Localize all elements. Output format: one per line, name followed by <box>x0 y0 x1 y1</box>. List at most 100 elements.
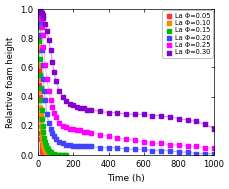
La Φ=0.25 <box>40 25 43 28</box>
La Φ=0.30 <box>85 108 89 111</box>
La Φ=0.30 <box>41 13 44 16</box>
La Φ=0.25 <box>167 143 171 146</box>
La Φ=0.15 <box>49 151 52 154</box>
La Φ=0.10 <box>41 142 45 145</box>
La Φ=0.30 <box>57 89 61 92</box>
La Φ=0.25 <box>49 98 52 101</box>
La Φ=0.20 <box>176 151 180 154</box>
La Φ=0.20 <box>57 140 61 143</box>
La Φ=0.15 <box>38 57 41 60</box>
La Φ=0.30 <box>75 105 78 108</box>
La Φ=0.25 <box>45 78 49 81</box>
La Φ=0.20 <box>49 127 52 130</box>
La Φ=0.20 <box>202 152 206 155</box>
La Φ=0.20 <box>106 146 110 149</box>
La Φ=0.05 <box>41 153 45 156</box>
La Φ=0.25 <box>52 111 56 114</box>
La Φ=0.15 <box>59 153 63 156</box>
La Φ=0.20 <box>40 48 43 51</box>
La Φ=0.10 <box>46 152 49 155</box>
La Φ=0.30 <box>132 113 136 116</box>
La Φ=0.20 <box>39 34 43 37</box>
La Φ=0.20 <box>64 143 68 146</box>
La Φ=0.25 <box>115 136 119 139</box>
La Φ=0.10 <box>37 78 41 81</box>
La Φ=0.05 <box>41 152 45 155</box>
La Φ=0.30 <box>54 79 57 82</box>
La Φ=0.20 <box>43 98 47 101</box>
La Φ=0.25 <box>211 146 215 149</box>
La Φ=0.25 <box>176 143 180 146</box>
La Φ=0.10 <box>50 153 54 156</box>
La Φ=0.20 <box>167 149 171 152</box>
La Φ=0.05 <box>42 153 46 156</box>
La Φ=0.30 <box>176 117 180 120</box>
La Φ=0.25 <box>75 129 78 132</box>
Y-axis label: Relartive foam height: Relartive foam height <box>5 36 14 128</box>
La Φ=0.20 <box>211 152 215 155</box>
La Φ=0.20 <box>36 8 40 11</box>
La Φ=0.30 <box>194 120 197 123</box>
La Φ=0.15 <box>37 25 40 28</box>
La Φ=0.05 <box>41 151 44 154</box>
La Φ=0.25 <box>89 132 92 135</box>
La Φ=0.25 <box>36 8 40 11</box>
X-axis label: Time (h): Time (h) <box>107 174 144 184</box>
La Φ=0.15 <box>61 153 64 156</box>
La Φ=0.10 <box>38 107 42 110</box>
La Φ=0.15 <box>52 152 56 155</box>
La Φ=0.25 <box>38 13 42 16</box>
La Φ=0.15 <box>55 153 59 156</box>
La Φ=0.30 <box>43 22 47 25</box>
La Φ=0.30 <box>38 9 42 12</box>
La Φ=0.30 <box>71 104 75 107</box>
La Φ=0.30 <box>150 114 154 117</box>
La Φ=0.30 <box>64 99 68 102</box>
La Φ=0.25 <box>54 115 57 119</box>
La Φ=0.10 <box>41 143 45 146</box>
La Φ=0.30 <box>167 115 171 119</box>
La Φ=0.25 <box>141 140 145 143</box>
La Φ=0.05 <box>40 146 44 149</box>
La Φ=0.30 <box>106 111 110 114</box>
La Φ=0.10 <box>37 63 41 66</box>
La Φ=0.20 <box>37 13 41 16</box>
La Φ=0.30 <box>185 119 189 122</box>
La Φ=0.25 <box>78 129 82 132</box>
La Φ=0.15 <box>44 143 48 146</box>
La Φ=0.15 <box>40 108 44 111</box>
La Φ=0.30 <box>52 70 56 73</box>
La Φ=0.30 <box>98 110 101 113</box>
La Φ=0.30 <box>159 114 162 117</box>
La Φ=0.20 <box>82 145 85 148</box>
La Φ=0.10 <box>40 129 43 132</box>
La Φ=0.25 <box>106 135 110 138</box>
La Φ=0.20 <box>150 149 154 152</box>
La Φ=0.30 <box>124 113 127 116</box>
La Φ=0.05 <box>40 143 43 146</box>
La Φ=0.05 <box>39 124 42 127</box>
La Φ=0.30 <box>82 107 85 110</box>
La Φ=0.05 <box>39 137 43 140</box>
La Φ=0.20 <box>61 142 64 145</box>
La Φ=0.25 <box>57 121 61 124</box>
La Φ=0.15 <box>41 124 45 127</box>
La Φ=0.20 <box>38 22 42 25</box>
La Φ=0.10 <box>39 113 42 116</box>
La Φ=0.15 <box>39 98 43 101</box>
La Φ=0.30 <box>40 12 43 15</box>
La Φ=0.20 <box>68 143 71 146</box>
La Φ=0.20 <box>45 113 49 116</box>
La Φ=0.20 <box>124 148 127 151</box>
La Φ=0.25 <box>71 127 75 130</box>
La Φ=0.20 <box>89 145 92 148</box>
La Φ=0.20 <box>41 78 45 81</box>
La Φ=0.25 <box>82 130 85 133</box>
La Φ=0.15 <box>37 40 41 43</box>
La Φ=0.05 <box>37 84 41 87</box>
La Φ=0.15 <box>64 153 68 156</box>
La Φ=0.30 <box>36 8 40 11</box>
La Φ=0.20 <box>42 89 46 92</box>
La Φ=0.05 <box>43 153 47 156</box>
La Φ=0.20 <box>52 135 56 138</box>
